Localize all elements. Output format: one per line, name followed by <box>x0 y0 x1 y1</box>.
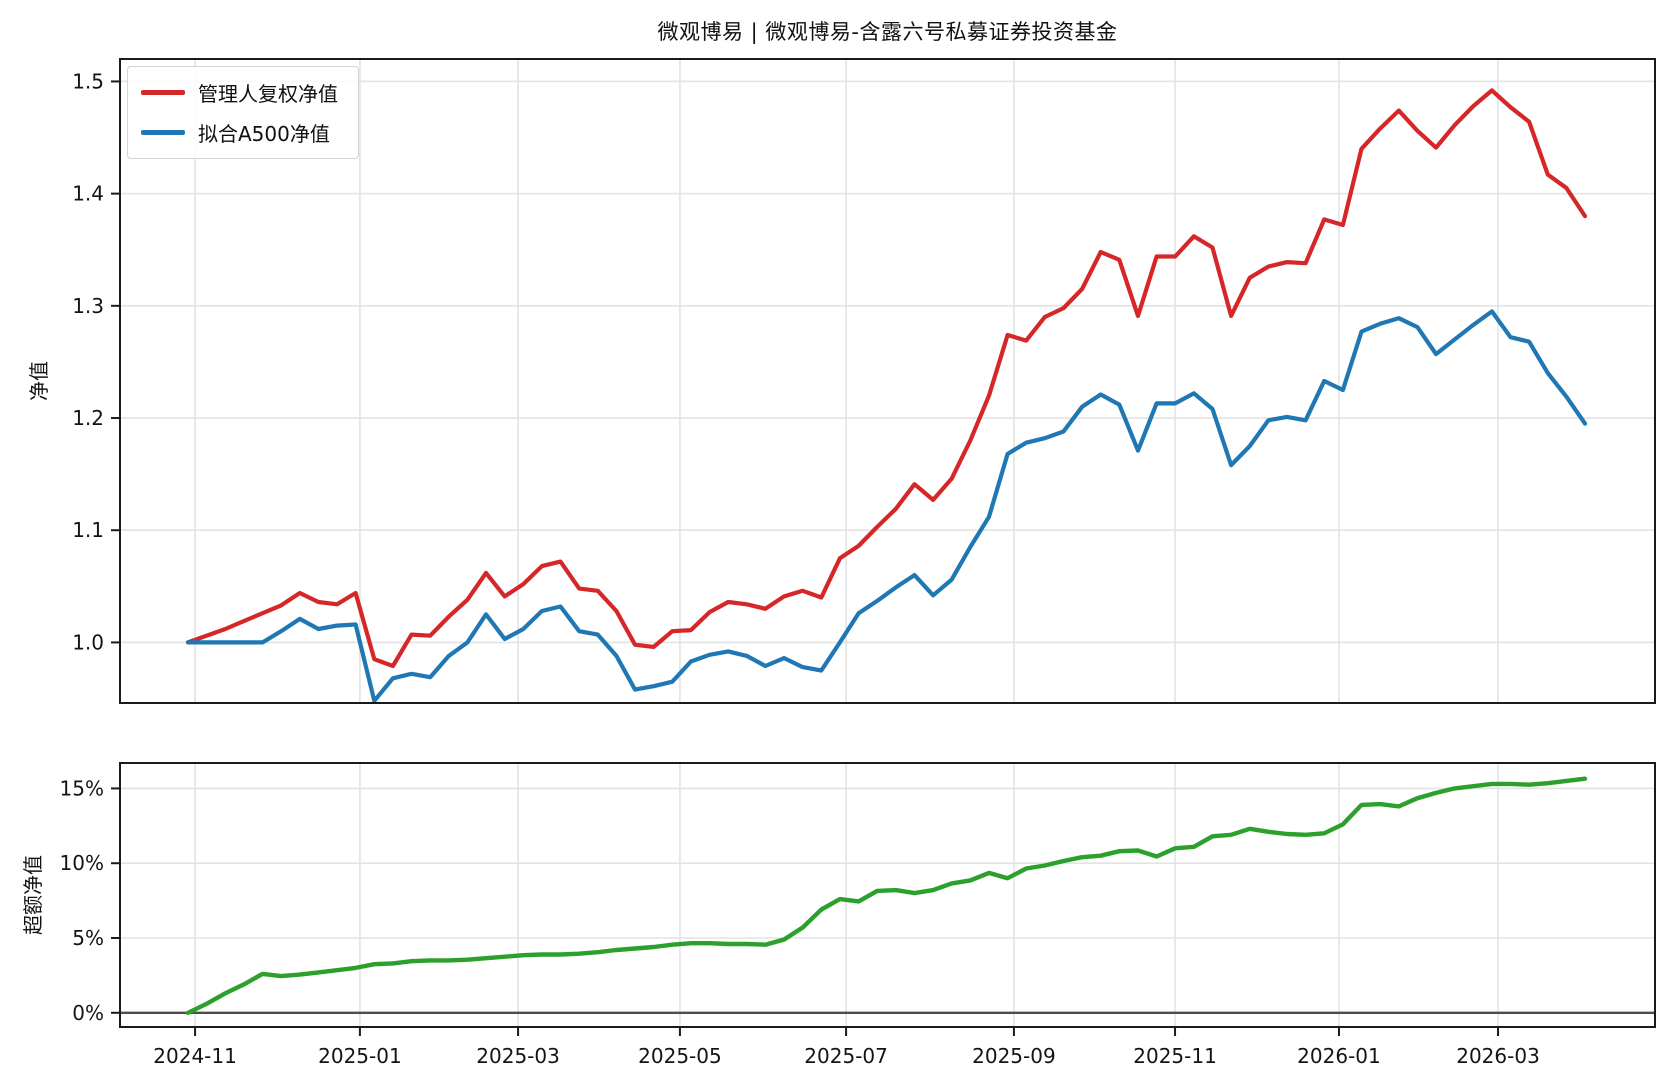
x-tick-label: 2026-03 <box>1456 1044 1540 1068</box>
legend-label-a500-nav: 拟合A500净值 <box>198 122 330 146</box>
x-tick-label: 2025-05 <box>638 1044 722 1068</box>
x-tick-label: 2025-09 <box>972 1044 1056 1068</box>
y-tick-label: 1.0 <box>72 630 104 654</box>
y-tick-label: 1.1 <box>72 518 104 542</box>
y-tick-label: 1.3 <box>72 294 104 318</box>
x-tick-label: 2025-11 <box>1133 1044 1217 1068</box>
x-tick-label: 2026-01 <box>1297 1044 1381 1068</box>
series-line-a500-nav <box>185 309 1588 703</box>
y-tick-label: 5% <box>72 926 104 950</box>
series-line-manager-nav <box>185 88 1588 669</box>
x-tick-label: 2024-11 <box>153 1044 237 1068</box>
y-tick-label: 1.2 <box>72 406 104 430</box>
series-line-excess-nav <box>185 776 1588 1015</box>
top-panel-frame <box>119 58 1656 704</box>
y-tick-label: 15% <box>60 776 104 800</box>
legend: 管理人复权净值 拟合A500净值 <box>127 66 359 159</box>
x-tick-label: 2025-03 <box>476 1044 560 1068</box>
legend-line-blue <box>141 130 185 135</box>
y-tick-label: 10% <box>60 851 104 875</box>
y-axis-label-top: 净值 <box>27 361 51 401</box>
y-tick-label: 1.5 <box>72 69 104 93</box>
bottom-panel-frame <box>119 762 1656 1028</box>
y-tick-label: 1.4 <box>72 182 104 206</box>
y-tick-label: 0% <box>72 1001 104 1025</box>
chart-title: 微观博易 | 微观博易-含露六号私募证券投资基金 <box>657 20 1118 44</box>
legend-label-manager-nav: 管理人复权净值 <box>198 82 338 106</box>
y-axis-label-bottom: 超额净值 <box>21 855 45 935</box>
legend-item-a500-nav: 拟合A500净值 <box>141 118 338 147</box>
x-tick-label: 2025-07 <box>804 1044 888 1068</box>
x-tick-label: 2025-01 <box>318 1044 402 1068</box>
legend-line-red <box>141 90 185 95</box>
legend-item-manager-nav: 管理人复权净值 <box>141 78 338 107</box>
